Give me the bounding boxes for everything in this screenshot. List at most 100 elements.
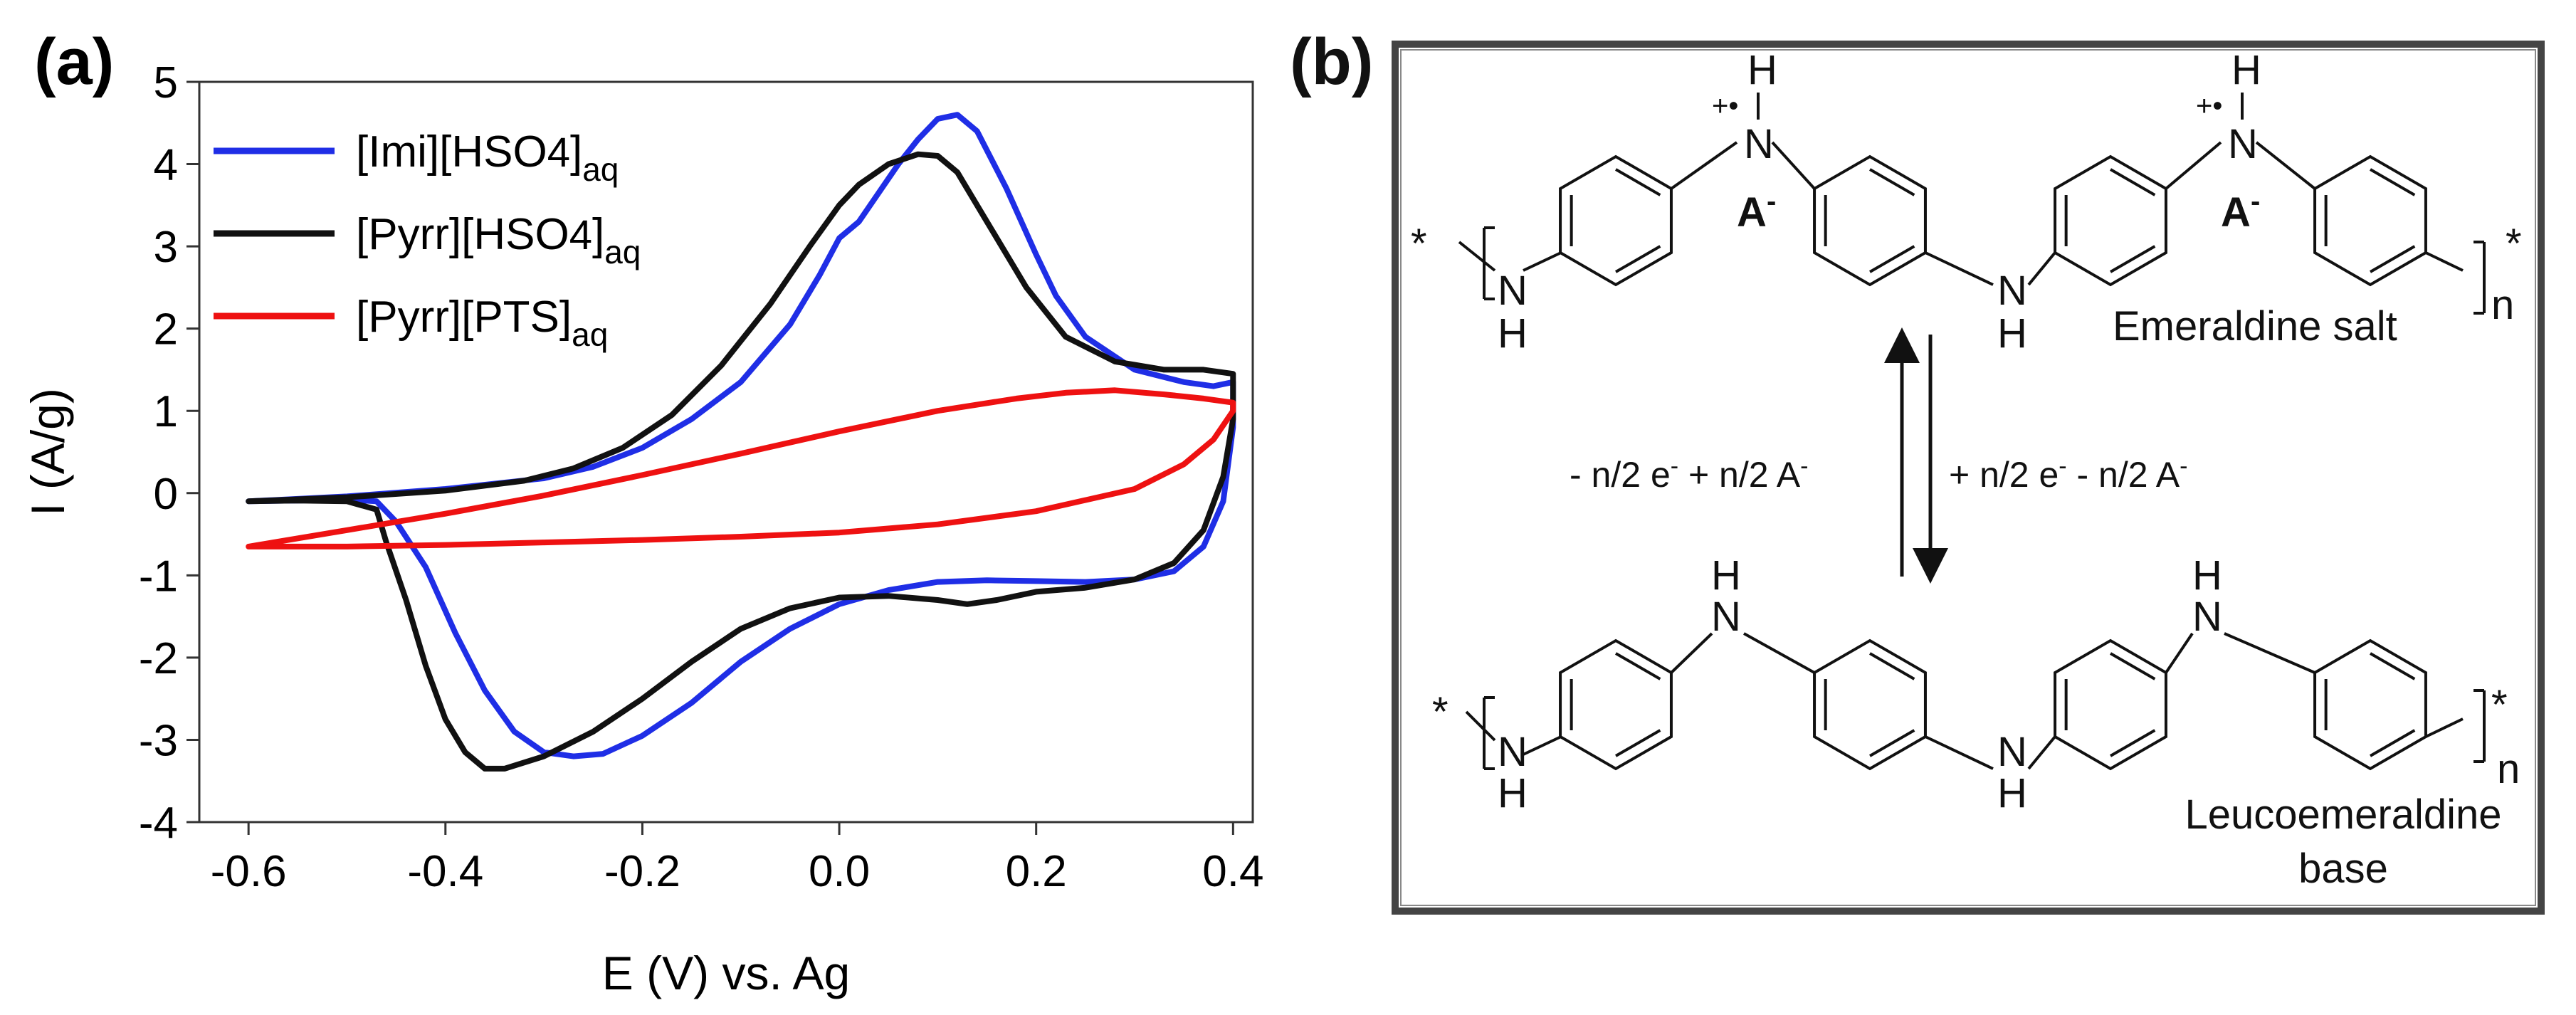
top-ring-2-double-bond [2109, 168, 2156, 196]
bottom-ring-1-double-bond [1868, 652, 1915, 680]
bottom-amine-n-2: N [1711, 594, 1741, 640]
top-bond-cation-1-left [1670, 141, 1738, 190]
bottom-amine-n-1: N [2192, 594, 2222, 640]
top-ring-3 [2313, 154, 2427, 287]
y-tick-label: 1 [154, 387, 178, 436]
y-tick-label: -4 [139, 799, 178, 848]
leucoemeraldine-name-line1: Leucoemeraldine [2185, 792, 2502, 838]
x-axis-label: E (V) vs. Ag [602, 947, 850, 999]
bottom-bond-amine-2-right [2224, 632, 2315, 674]
y-axis-ticks: -4 -3 -2 -1 0 1 2 3 4 5 [139, 58, 199, 848]
top-ring-0-double-bond [1614, 168, 1661, 196]
y-tick-label: -1 [139, 552, 178, 601]
bottom-bond-amine-mid-right [2027, 735, 2056, 770]
series-line-2 [246, 387, 1236, 549]
bottom-ring-0-double-bond [1614, 652, 1661, 680]
y-tick-label: 2 [154, 305, 178, 354]
top-cation-h-1: H [1747, 47, 1777, 93]
top-cation-charge-2: +• [2196, 90, 2222, 122]
scheme-frame-inner [1400, 49, 2536, 906]
bottom-ring-3 [2313, 638, 2427, 771]
bottom-repeat-n: n [2497, 746, 2520, 792]
top-bond-amine-mid-right [2027, 251, 2056, 286]
top-cation-h-2: H [2231, 47, 2261, 93]
bottom-ring-0 [1559, 638, 1673, 771]
bottom-amine-n-left: N [1498, 729, 1528, 775]
top-amine-n-left: N [1498, 268, 1528, 314]
plot-frame [198, 80, 1254, 824]
bottom-ring-3-double-bond [2369, 729, 2416, 757]
top-end-star-right: * [2506, 221, 2522, 267]
bottom-bond-star [1465, 710, 1496, 742]
y-tick-label: 5 [154, 58, 178, 107]
x-tick-label: -0.4 [407, 847, 483, 896]
x-tick-label: -0.6 [211, 847, 287, 896]
bottom-ring-0-double-bond [1614, 729, 1661, 757]
legend-entry-1: [Pyrr][HSO4]aq [356, 210, 641, 270]
bottom-bond-end [2425, 717, 2464, 738]
legend-entry-2: [Pyrr][PTS]aq [356, 293, 608, 353]
top-ring-0-double-bond [1614, 245, 1661, 273]
top-counterion-2: A [2221, 189, 2251, 236]
bottom-bond-amine-2-left [2165, 632, 2194, 674]
y-axis-label: I (A/g) [21, 388, 74, 516]
bottom-ring-3-double-bond [2369, 652, 2416, 680]
bottom-bond-amine-1-left [1670, 632, 1713, 674]
arrow-right-label: + n/2 e- - n/2 A- [1949, 453, 2187, 495]
series-line-1 [246, 151, 1236, 772]
bottom-ring-1-double-bond [1868, 729, 1915, 757]
bottom-end-star-left: * [1432, 689, 1449, 735]
y-tick-label: 4 [154, 141, 178, 190]
scheme-drawing [1458, 93, 2486, 771]
top-ring-0 [1559, 154, 1673, 287]
top-cation-n-1: N [1744, 121, 1774, 167]
x-tick-label: 0.4 [1202, 847, 1263, 896]
x-tick-label: -0.2 [604, 847, 680, 896]
top-bond-star [1458, 241, 1496, 272]
top-amine-h-left: H [1498, 310, 1528, 357]
bottom-amine-h-mid: H [1997, 770, 2027, 816]
top-ring-3-double-bond [2369, 168, 2416, 196]
legend-entry-0: [Imi][HSO4]aq [356, 127, 619, 188]
top-amine-h-mid: H [1997, 310, 2027, 357]
top-ring-1-double-bond [1868, 245, 1915, 273]
scheme-bonds [1458, 93, 2486, 771]
top-bond-cation-2-left [2165, 141, 2222, 190]
legend: [Imi][HSO4]aq [Pyrr][HSO4]aq [Pyrr][PTS]aq [214, 127, 641, 353]
top-ring-1-double-bond [1868, 168, 1915, 196]
bottom-end-star-right: * [2491, 682, 2508, 728]
top-counterion-1: A [1737, 189, 1767, 236]
top-end-star-left: * [1411, 221, 1427, 267]
bottom-bond-amine-1-right [1743, 632, 1815, 674]
y-tick-label: -3 [139, 716, 178, 765]
series-layer [246, 112, 1236, 772]
arrow-left-label: - n/2 e- + n/2 A- [1570, 453, 1808, 495]
top-bond-nh-left [1523, 251, 1562, 272]
top-bond-cation-2-right [2255, 141, 2316, 190]
panel-b: (b) H +• N A - H +• N A - * N H N H n * … [1290, 26, 2545, 915]
bottom-ring-2-double-bond [2109, 652, 2156, 680]
leucoemeraldine-name-line2: base [2298, 846, 2388, 892]
x-tick-label: 0.2 [1006, 847, 1067, 896]
y-tick-label: 0 [154, 470, 178, 519]
scheme-frame [1392, 41, 2545, 915]
bottom-amine-n-mid: N [1997, 729, 2027, 775]
panel-a-label: (a) [34, 26, 114, 98]
bottom-bond-amine-mid-left [1925, 735, 1994, 770]
top-bond-end [2425, 251, 2464, 272]
bottom-bond-nh-left [1523, 735, 1562, 756]
top-counterion-charge-1: - [1767, 186, 1776, 217]
top-cation-charge-1: +• [1712, 90, 1738, 122]
y-tick-label: -2 [139, 634, 178, 683]
x-tick-label: 0.0 [809, 847, 870, 896]
bottom-amine-h-left: H [1498, 770, 1528, 816]
panel-b-label: (b) [1290, 26, 1373, 98]
x-axis-ticks: -0.6 -0.4 -0.2 0.0 0.2 0.4 [211, 822, 1263, 896]
panel-a: (a) -4 -3 -2 -1 0 1 2 3 4 5 -0.6 -0.4 -0.2 0.0 0.2 0.4… [21, 26, 1263, 999]
top-ring-3-double-bond [2369, 245, 2416, 273]
top-counterion-charge-2: - [2251, 186, 2260, 217]
top-ring-2 [2054, 154, 2167, 287]
bottom-ring-1 [1813, 638, 1927, 771]
top-ring-2-double-bond [2109, 245, 2156, 273]
